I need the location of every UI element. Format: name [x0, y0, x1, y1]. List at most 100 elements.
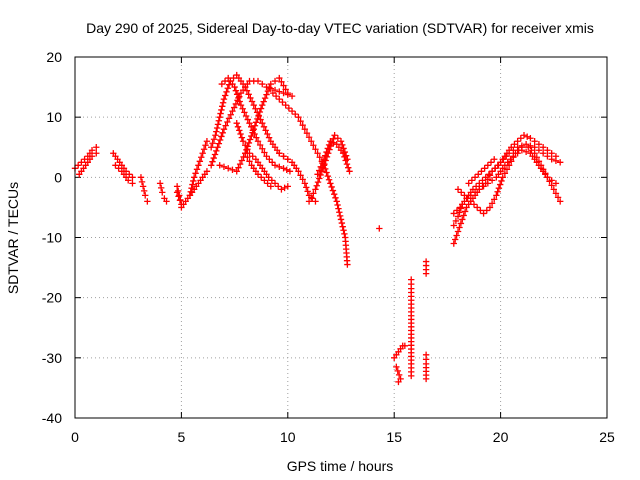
- data-point-marker: [232, 100, 240, 108]
- data-point-marker: [229, 166, 236, 174]
- data-series-trace-11: [218, 74, 294, 175]
- data-point-marker: [303, 130, 311, 137]
- data-point-marker: [478, 168, 485, 175]
- data-point-marker: [520, 132, 528, 139]
- data-point-marker: [459, 216, 466, 223]
- data-point-marker: [203, 168, 211, 175]
- data-point-marker: [260, 123, 268, 130]
- data-point-marker: [218, 106, 225, 114]
- data-point-marker: [531, 144, 538, 151]
- data-point-marker: [517, 135, 525, 142]
- y-tick-label: -10: [42, 230, 62, 246]
- data-point-marker: [554, 194, 562, 201]
- data-point-marker: [219, 129, 226, 137]
- data-point-marker: [192, 170, 199, 177]
- data-point-marker: [242, 142, 249, 149]
- data-point-marker: [175, 187, 182, 195]
- data-point-marker: [486, 204, 494, 211]
- data-point-marker: [280, 82, 287, 89]
- data-point-marker: [186, 192, 194, 199]
- data-point-marker: [214, 121, 222, 128]
- data-point-marker: [225, 115, 233, 122]
- data-point-marker: [115, 165, 122, 172]
- data-point-marker: [254, 171, 262, 178]
- data-point-marker: [219, 103, 226, 110]
- data-point-marker: [247, 94, 254, 102]
- data-point-marker: [453, 232, 460, 239]
- data-point-marker: [422, 270, 430, 277]
- data-point-marker: [248, 98, 256, 105]
- data-point-marker: [239, 105, 246, 112]
- data-point-marker: [286, 168, 294, 175]
- data-point-marker: [268, 177, 276, 184]
- data-point-marker: [163, 198, 170, 205]
- data-point-marker: [344, 261, 351, 268]
- data-point-marker: [301, 126, 309, 133]
- data-point-marker: [467, 192, 475, 199]
- data-point-marker: [491, 196, 498, 203]
- data-point-marker: [213, 147, 220, 155]
- data-point-marker: [246, 158, 253, 165]
- data-point-marker: [401, 342, 409, 349]
- data-point-marker: [264, 130, 271, 138]
- data-point-marker: [312, 198, 319, 205]
- data-point-marker: [301, 180, 309, 187]
- data-point-marker: [220, 163, 228, 171]
- x-tick-label: 25: [599, 429, 615, 445]
- data-point-marker: [255, 112, 262, 119]
- grid: [75, 57, 607, 418]
- axis-tick-labels: 0 5 10 15 20 25 -40 -30 -20 -10 0 10 20: [42, 49, 615, 445]
- data-point-marker: [317, 163, 324, 171]
- data-point-marker: [279, 98, 286, 106]
- data-point-marker: [234, 97, 241, 104]
- data-point-marker: [324, 145, 332, 152]
- data-point-marker: [499, 174, 506, 181]
- data-point-marker: [550, 186, 557, 193]
- data-point-marker: [284, 156, 291, 163]
- data-point-marker: [485, 171, 493, 178]
- data-point-marker: [261, 94, 269, 102]
- data-point-marker: [465, 180, 472, 187]
- data-series-trace-8: [178, 168, 211, 211]
- data-point-marker: [503, 166, 511, 173]
- x-tick-label: 0: [71, 429, 79, 445]
- data-point-marker: [531, 138, 538, 145]
- data-point-marker: [282, 86, 289, 93]
- data-series-trace-17: [276, 150, 319, 205]
- data-point-marker: [314, 150, 321, 157]
- data-point-marker: [323, 169, 330, 176]
- data-point-marker: [297, 172, 304, 179]
- data-point-marker: [325, 176, 333, 183]
- data-point-marker: [334, 201, 341, 209]
- data-point-marker: [310, 142, 317, 149]
- data-point-marker: [223, 88, 230, 96]
- data-point-marker: [343, 160, 351, 168]
- data-point-marker: [484, 180, 492, 187]
- data-point-marker: [284, 89, 291, 97]
- data-point-marker: [320, 156, 328, 163]
- chart-title: Day 290 of 2025, Sidereal Day-to-day VTE…: [86, 20, 594, 36]
- data-point-marker: [464, 195, 471, 202]
- data-point-marker: [525, 144, 532, 151]
- data-series-trace-19: [314, 138, 353, 178]
- data-point-marker: [292, 110, 299, 118]
- data-point-marker: [450, 240, 457, 247]
- data-point-marker: [552, 157, 560, 164]
- data-point-marker: [268, 159, 276, 166]
- data-point-marker: [324, 172, 332, 180]
- data-point-marker: [276, 163, 283, 171]
- data-point-marker: [245, 139, 253, 147]
- data-point-marker: [249, 129, 256, 136]
- data-point-marker: [475, 171, 482, 178]
- data-point-marker: [313, 182, 320, 189]
- data-point-marker: [339, 141, 346, 149]
- data-series-trace-4: [112, 162, 136, 187]
- data-point-marker: [88, 147, 96, 154]
- data-point-marker: [209, 158, 216, 165]
- data-point-marker: [267, 80, 274, 88]
- data-point-marker: [345, 164, 352, 171]
- data-point-marker: [395, 378, 402, 386]
- data-point-marker: [175, 193, 182, 200]
- data-point-marker: [556, 159, 564, 166]
